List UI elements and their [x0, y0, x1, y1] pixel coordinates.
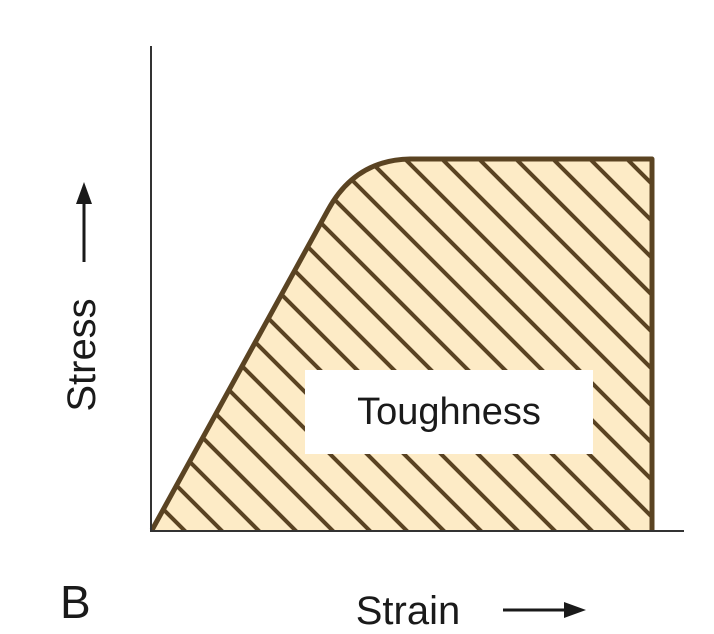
toughness-label: Toughness — [357, 391, 541, 433]
hatch-line — [310, 159, 652, 530]
hatch-line — [569, 159, 652, 530]
hatch-line — [347, 159, 652, 530]
hatch-line — [384, 159, 652, 530]
stress-strain-curve — [149, 156, 655, 532]
toughness-label-box — [305, 370, 593, 454]
hatch-line — [152, 159, 290, 530]
hatch-line — [152, 159, 364, 530]
hatch-line — [152, 159, 327, 530]
hatch-line — [532, 159, 652, 530]
y-axis-arrow-icon — [76, 182, 92, 262]
hatch-line — [152, 159, 475, 530]
x-axis-arrow-icon — [503, 602, 586, 618]
x-axis-label: Strain — [356, 589, 461, 633]
hatch-line — [495, 159, 652, 530]
panel-label: B — [60, 576, 91, 628]
hatch-line — [458, 159, 652, 530]
hatch-line — [273, 159, 652, 530]
y-axis-label: Stress — [60, 298, 104, 411]
toughness-area — [152, 159, 652, 530]
hatch-line — [682, 140, 714, 560]
hatch-line — [421, 159, 652, 530]
hatch-line — [152, 159, 253, 530]
hatch-line — [643, 159, 652, 530]
